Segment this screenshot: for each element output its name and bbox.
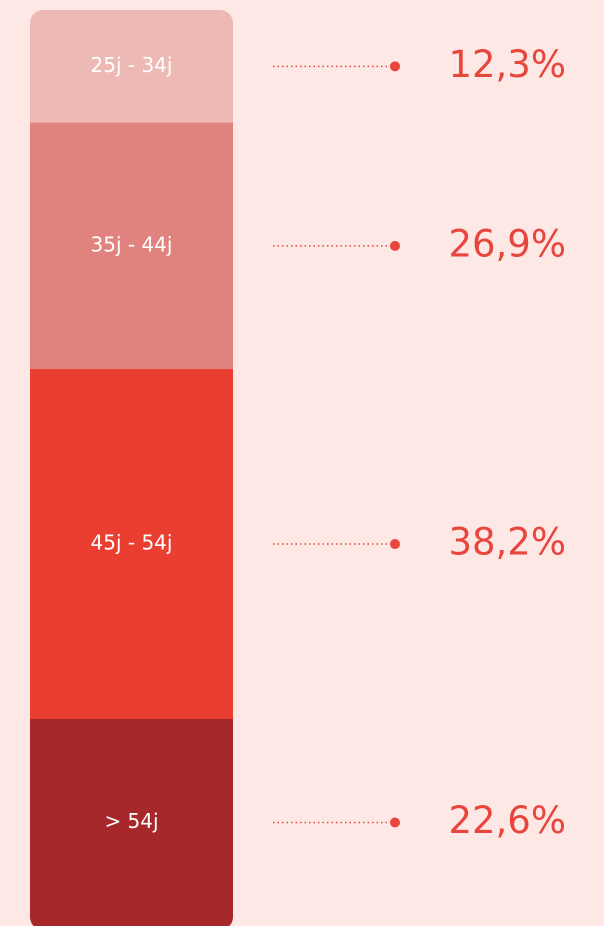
category-label: 25j - 34j: [91, 53, 173, 77]
bar-segment: [30, 10, 233, 124]
category-label: > 54j: [104, 809, 158, 833]
bar-stack: [30, 10, 233, 926]
leader-dot: [390, 817, 400, 828]
value-label: 26,9%: [448, 222, 566, 265]
category-label: 35j - 44j: [91, 232, 173, 256]
bar-segment: [30, 369, 233, 720]
value-label: 12,3%: [448, 43, 566, 86]
bar-segment: [30, 122, 233, 370]
leader-dot: [390, 61, 400, 72]
value-label: 22,6%: [448, 799, 566, 842]
value-label: 38,2%: [448, 521, 566, 564]
bar-segment: [30, 718, 233, 926]
leader-dot: [390, 539, 400, 550]
leader-dot: [390, 240, 400, 251]
category-label: 45j - 54j: [91, 531, 173, 555]
